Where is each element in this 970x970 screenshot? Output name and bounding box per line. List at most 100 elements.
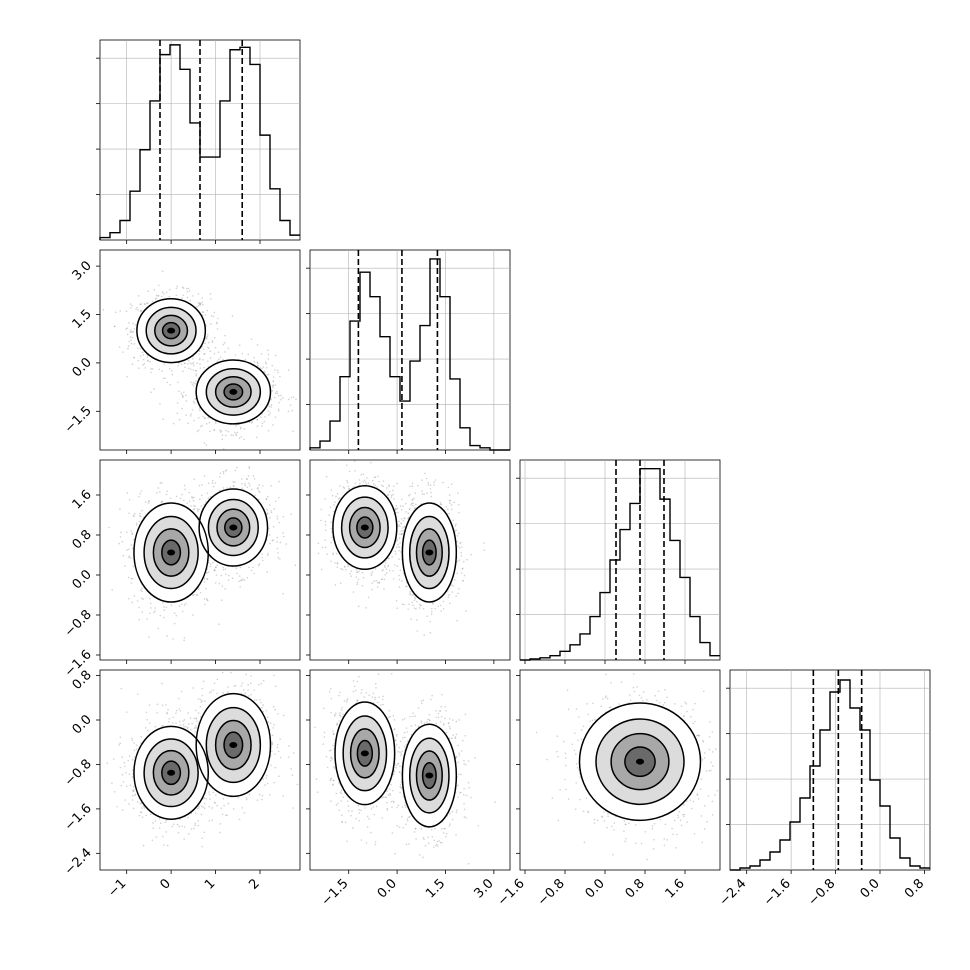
scatter-point <box>194 382 196 385</box>
scatter-point <box>183 391 185 394</box>
scatter-point <box>440 503 443 506</box>
scatter-point <box>130 544 133 546</box>
scatter-point <box>334 584 337 586</box>
scatter-point <box>362 480 365 483</box>
scatter-point <box>203 474 206 477</box>
scatter-point <box>172 638 174 640</box>
scatter-point <box>166 635 168 637</box>
scatter-point <box>349 572 351 575</box>
scatter-point <box>201 424 204 427</box>
scatter-point <box>376 586 379 588</box>
scatter-point <box>126 492 129 494</box>
scatter-point <box>337 460 339 461</box>
scatter-point <box>243 579 246 582</box>
scatter-point <box>270 398 272 401</box>
scatter-point <box>130 331 133 333</box>
scatter-point <box>256 487 259 490</box>
scatter-point <box>206 337 208 340</box>
scatter-point <box>246 486 249 489</box>
scatter-point <box>370 572 373 575</box>
scatter-point <box>206 599 209 602</box>
scatter-point <box>161 500 164 503</box>
scatter-point <box>193 478 195 480</box>
scatter-point <box>196 430 199 433</box>
scatter-point <box>253 356 255 359</box>
scatter-point <box>234 431 236 434</box>
scatter-point <box>232 481 235 483</box>
scatter-point <box>271 390 274 392</box>
scatter-point <box>220 599 223 601</box>
scatter-point <box>287 398 290 401</box>
scatter-point <box>156 492 158 494</box>
scatter-point <box>199 367 202 369</box>
scatter-point <box>196 362 198 365</box>
scatter-point <box>254 494 256 497</box>
scatter-point <box>141 611 144 613</box>
scatter-point <box>382 480 385 482</box>
scatter-point <box>135 522 138 525</box>
scatter-point <box>204 417 207 420</box>
scatter-point <box>206 360 209 363</box>
scatter-point <box>169 367 171 370</box>
scatter-point <box>346 481 349 484</box>
scatter-point <box>127 576 130 579</box>
scatter-point <box>384 562 387 564</box>
scatter-point <box>163 609 166 611</box>
scatter-point <box>149 602 152 605</box>
scatter-point <box>398 524 400 526</box>
scatter-point <box>439 501 442 504</box>
scatter-point <box>232 484 235 487</box>
scatter-point <box>144 367 147 369</box>
scatter-point <box>387 494 389 497</box>
contour-line <box>216 508 251 547</box>
scatter-point <box>257 564 260 567</box>
scatter-point <box>278 401 280 404</box>
scatter-point <box>128 512 130 515</box>
scatter-point <box>236 431 239 434</box>
scatter-point <box>398 574 400 577</box>
scatter-point <box>198 484 201 487</box>
scatter-point <box>241 478 243 480</box>
scatter-point <box>386 487 388 489</box>
scatter-point <box>217 351 220 353</box>
scatter-point <box>139 515 142 518</box>
scatter-point <box>276 369 279 372</box>
scatter-point <box>434 607 436 610</box>
contour-line <box>205 367 262 416</box>
scatter-point <box>336 562 339 565</box>
scatter-point <box>334 562 336 564</box>
scatter-point <box>454 525 457 527</box>
scatter-point <box>130 530 133 532</box>
scatter-point <box>411 498 414 501</box>
density-content <box>100 466 297 642</box>
scatter-point <box>202 348 205 351</box>
scatter-point <box>189 299 191 302</box>
histogram-panel-0 <box>96 39 301 244</box>
scatter-point <box>265 367 268 369</box>
scatter-point <box>139 589 142 591</box>
scatter-point <box>137 347 139 349</box>
scatter-point <box>140 490 143 492</box>
scatter-point <box>198 498 201 501</box>
scatter-point <box>209 565 212 568</box>
scatter-point <box>206 492 208 494</box>
scatter-point <box>213 569 216 572</box>
scatter-point <box>262 366 265 368</box>
scatter-point <box>350 575 352 577</box>
scatter-point <box>317 552 320 555</box>
scatter-point <box>164 377 166 380</box>
scatter-point <box>191 594 194 597</box>
scatter-point <box>357 578 360 581</box>
scatter-point <box>196 508 199 510</box>
scatter-point <box>261 556 263 559</box>
scatter-point <box>395 553 397 555</box>
scatter-point <box>268 405 271 408</box>
scatter-point <box>416 630 419 632</box>
scatter-point <box>200 494 203 497</box>
scatter-point <box>215 321 218 324</box>
scatter-point <box>100 492 101 495</box>
scatter-point <box>203 578 206 580</box>
scatter-point <box>222 448 225 450</box>
scatter-point <box>265 498 268 501</box>
scatter-point <box>138 495 140 498</box>
